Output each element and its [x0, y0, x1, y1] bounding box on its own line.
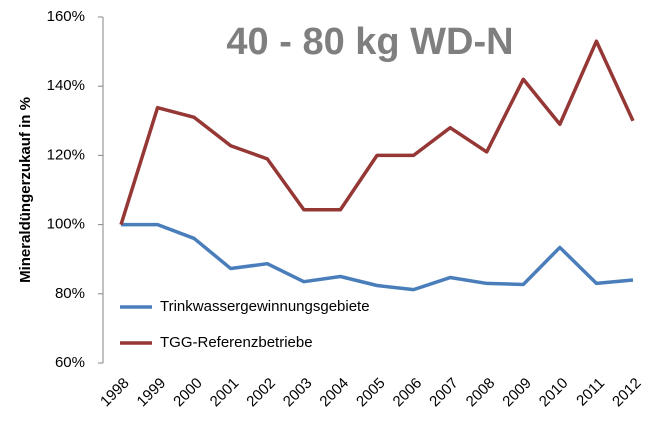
chart-title: 40 - 80 kg WD-N	[226, 21, 513, 63]
series-line	[121, 222, 634, 292]
x-tick-label: 2003	[280, 375, 316, 411]
x-tick-label: 2006	[390, 375, 426, 411]
legend-label: Trinkwassergewinnungsgebiete	[160, 298, 370, 315]
y-tick-label: 80%	[55, 285, 85, 302]
x-tick-label: 2002	[243, 375, 279, 411]
legend-label: TGG-Referenzbetriebe	[160, 334, 313, 351]
y-tick-label: 160%	[47, 8, 85, 25]
y-axis-label: Mineraldüngerzukauf in %	[17, 97, 34, 283]
x-tick-label: 2004	[316, 375, 352, 411]
x-tick-label: 2001	[207, 375, 243, 411]
x-tick-label: 1999	[134, 375, 170, 411]
x-tick-label: 2010	[536, 375, 572, 411]
x-tick-label: 2000	[170, 375, 206, 411]
x-tick-label: 2011	[573, 375, 608, 410]
x-tick-label: 2008	[463, 375, 499, 411]
x-tick-label: 1998	[97, 375, 133, 411]
series-line	[119, 39, 635, 226]
x-tick-label: 2005	[353, 375, 389, 411]
y-tick-label: 60%	[55, 354, 85, 371]
x-tick-label: 2009	[499, 375, 535, 411]
x-tick-label: 2012	[609, 375, 645, 411]
x-tick-label: 2007	[426, 375, 462, 411]
y-tick-label: 100%	[47, 216, 85, 233]
y-tick-label: 120%	[47, 146, 85, 163]
y-tick-label: 140%	[47, 77, 85, 94]
